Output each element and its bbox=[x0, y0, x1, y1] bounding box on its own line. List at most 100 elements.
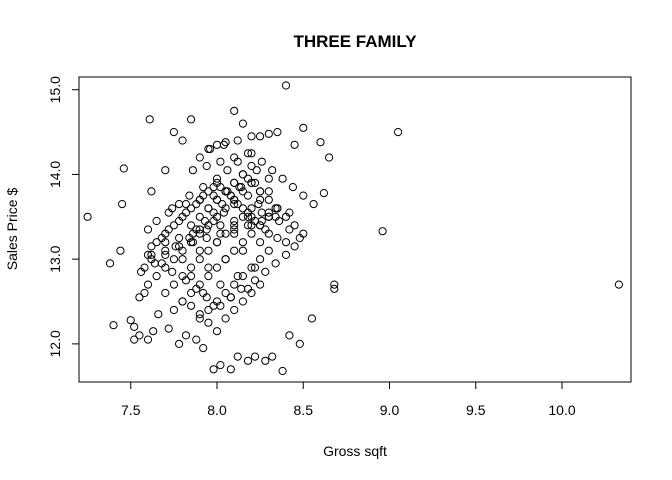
data-point bbox=[257, 216, 266, 226]
data-point bbox=[199, 288, 208, 298]
data-point bbox=[295, 233, 304, 243]
data-point bbox=[307, 314, 316, 323]
data-point bbox=[212, 263, 222, 272]
data-point bbox=[394, 128, 403, 137]
data-point bbox=[264, 246, 273, 255]
data-point bbox=[209, 365, 218, 374]
data-point bbox=[204, 305, 213, 315]
x-axis: 7.5 8.0 8.5 9.0 9.5 10.0 bbox=[121, 381, 576, 418]
y-tick-label: 13.0 bbox=[47, 245, 63, 272]
data-point bbox=[261, 267, 270, 276]
data-point bbox=[243, 221, 253, 230]
data-point bbox=[169, 221, 178, 230]
data-point bbox=[238, 119, 247, 128]
data-point bbox=[247, 149, 256, 158]
plot-frame bbox=[78, 76, 632, 383]
data-point bbox=[178, 297, 187, 306]
data-point bbox=[256, 238, 265, 247]
x-tick-label: 9.0 bbox=[380, 402, 400, 418]
data-point bbox=[250, 276, 260, 285]
data-point bbox=[137, 267, 146, 276]
data-point bbox=[188, 166, 197, 175]
data-point bbox=[178, 255, 187, 264]
data-point bbox=[247, 132, 256, 141]
data-point bbox=[247, 161, 256, 171]
data-point bbox=[285, 225, 294, 234]
data-point bbox=[243, 149, 253, 158]
data-point bbox=[257, 157, 266, 166]
data-point bbox=[273, 204, 282, 213]
data-point bbox=[226, 365, 235, 374]
data-point bbox=[168, 204, 177, 213]
data-point bbox=[187, 204, 196, 213]
data-point bbox=[143, 335, 153, 344]
data-point bbox=[250, 178, 260, 187]
data-point bbox=[116, 246, 125, 255]
data-point bbox=[152, 238, 161, 247]
data-point bbox=[219, 208, 228, 217]
data-point bbox=[130, 335, 139, 344]
x-axis-label: Gross sqft bbox=[323, 443, 387, 459]
data-point bbox=[161, 238, 170, 247]
data-point bbox=[212, 140, 222, 149]
x-tick-label: 9.5 bbox=[466, 402, 486, 418]
data-point bbox=[614, 280, 624, 289]
data-point bbox=[216, 229, 225, 238]
data-point bbox=[147, 250, 156, 259]
data-point bbox=[233, 136, 242, 145]
data-point bbox=[204, 144, 213, 154]
data-point bbox=[195, 255, 204, 264]
data-point bbox=[143, 225, 153, 234]
data-point bbox=[230, 178, 239, 187]
data-point bbox=[209, 208, 218, 217]
data-point bbox=[230, 200, 239, 209]
data-point bbox=[261, 356, 270, 365]
data-point bbox=[238, 238, 247, 247]
data-point bbox=[216, 361, 225, 370]
data-point bbox=[256, 132, 265, 141]
data-point bbox=[204, 263, 213, 272]
data-point bbox=[250, 263, 260, 272]
data-point bbox=[299, 123, 308, 132]
data-point bbox=[187, 238, 196, 247]
data-point bbox=[192, 335, 201, 344]
y-tick-label: 14.0 bbox=[47, 161, 63, 188]
data-point bbox=[152, 272, 161, 281]
data-point bbox=[105, 259, 115, 268]
data-point bbox=[168, 267, 177, 276]
data-point bbox=[268, 166, 277, 175]
x-tick-label: 8.0 bbox=[207, 402, 227, 418]
data-point bbox=[230, 229, 239, 238]
data-point bbox=[195, 225, 204, 234]
data-point bbox=[209, 191, 218, 200]
data-point bbox=[299, 191, 308, 200]
data-point bbox=[209, 301, 218, 310]
data-point bbox=[243, 174, 253, 183]
data-point bbox=[109, 321, 118, 330]
data-point bbox=[230, 280, 239, 289]
data-point bbox=[223, 187, 232, 196]
data-point bbox=[161, 246, 170, 255]
data-point bbox=[202, 161, 211, 171]
x-tick-label: 8.5 bbox=[294, 402, 314, 418]
data-point bbox=[230, 153, 239, 162]
data-point bbox=[273, 128, 282, 137]
data-point bbox=[164, 225, 173, 234]
data-point bbox=[204, 187, 213, 196]
data-point bbox=[268, 352, 277, 361]
data-point bbox=[316, 138, 325, 147]
data-point bbox=[309, 200, 318, 209]
data-point bbox=[181, 331, 191, 340]
data-point bbox=[271, 259, 280, 268]
data-point bbox=[200, 216, 209, 226]
data-point bbox=[319, 189, 328, 198]
data-point bbox=[212, 174, 222, 183]
data-point bbox=[247, 263, 256, 272]
data-point bbox=[271, 212, 280, 221]
data-point bbox=[237, 284, 246, 293]
data-point bbox=[237, 183, 246, 192]
data-points bbox=[83, 81, 624, 376]
data-point bbox=[161, 166, 170, 175]
data-point bbox=[187, 272, 196, 281]
data-point bbox=[330, 284, 339, 293]
